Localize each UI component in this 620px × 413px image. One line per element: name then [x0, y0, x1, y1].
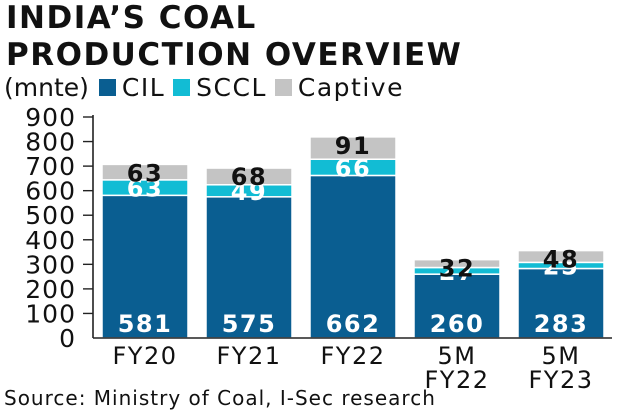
data-label-captive: 91: [335, 132, 371, 160]
bar-segment-captive: [309, 136, 397, 160]
bar-segment-captive: [517, 249, 605, 264]
data-label-cil: 581: [118, 310, 173, 338]
legend: (mnte) CIL SCCL Captive: [4, 72, 404, 102]
x-tick-label: 5M: [542, 342, 581, 370]
bar-segment-captive: [413, 258, 501, 269]
chart-title: INDIA’S COAL PRODUCTION OVERVIEW: [6, 0, 462, 74]
legend-swatch-sccl: [173, 78, 191, 96]
y-tick-label: 300: [25, 250, 76, 279]
y-tick-label: 900: [25, 103, 76, 132]
x-tick-label: FY21: [216, 342, 281, 370]
y-tick-label: 100: [25, 299, 76, 328]
bar-segment-cil: [205, 196, 293, 339]
data-label-cil: 662: [326, 310, 381, 338]
x-tick-label: FY20: [112, 342, 177, 370]
y-tick-label: 0: [59, 324, 76, 353]
bar-segment-captive: [101, 163, 189, 181]
data-label-captive: 68: [231, 163, 267, 191]
y-tick-label: 400: [25, 226, 76, 255]
legend-swatch-captive: [274, 78, 292, 96]
data-label-captive: 48: [543, 246, 579, 274]
bar-segment-cil: [101, 194, 189, 339]
unit-label: (mnte): [4, 72, 89, 102]
y-tick-label: 600: [25, 177, 76, 206]
x-tick-label: FY23: [528, 366, 593, 394]
data-label-captive: 63: [127, 159, 163, 187]
y-tick-label: 500: [25, 201, 76, 230]
y-tick-label: 200: [25, 275, 76, 304]
data-label-cil: 260: [430, 310, 485, 338]
legend-swatch-cil: [98, 78, 116, 96]
source-note: Source: Ministry of Coal, I-Sec research: [4, 386, 436, 410]
legend-label-sccl: SCCL: [196, 72, 267, 102]
bar-segment-captive: [205, 167, 293, 186]
data-label-captive: 32: [439, 255, 475, 283]
y-tick-label: 800: [25, 128, 76, 157]
data-label-cil: 575: [222, 310, 277, 338]
title-line-2: PRODUCTION OVERVIEW: [6, 37, 463, 73]
x-tick-label: FY22: [320, 342, 385, 370]
bar-segment-cil: [309, 174, 397, 339]
x-tick-label: FY22: [424, 366, 489, 394]
title-line-1: INDIA’S COAL: [6, 0, 257, 36]
y-tick-label: 700: [25, 152, 76, 181]
legend-label-captive: Captive: [297, 72, 404, 102]
legend-label-cil: CIL: [121, 72, 166, 102]
x-tick-label: 5M: [438, 342, 477, 370]
data-label-cil: 283: [534, 310, 589, 338]
